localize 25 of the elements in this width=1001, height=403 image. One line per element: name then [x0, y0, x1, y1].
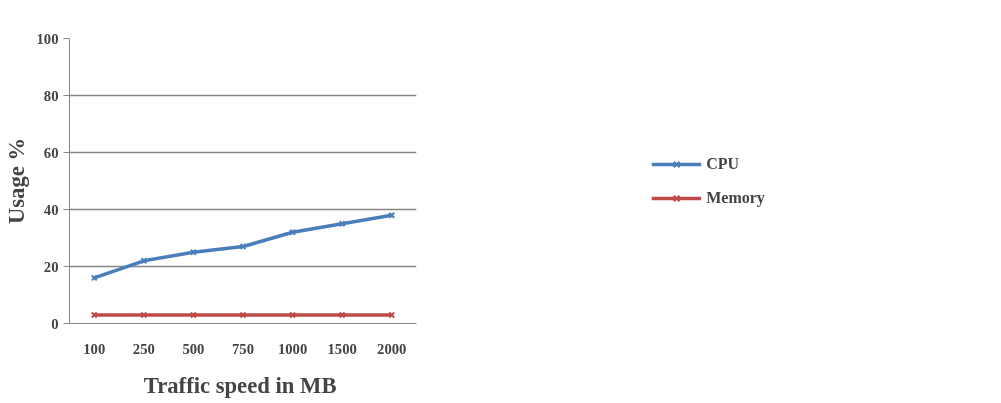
point — [90, 274, 98, 282]
x-tick-label: 250 — [132, 340, 155, 357]
x-tick-label: 750 — [232, 340, 254, 357]
x-axis-title: Traffic speed in MB — [143, 372, 337, 398]
point — [140, 257, 148, 265]
x-tick-label: 2000 — [377, 340, 407, 357]
y-tick-label: 80 — [43, 87, 59, 104]
x-tick-label: 500 — [182, 340, 205, 357]
point — [90, 311, 98, 319]
point — [388, 311, 396, 319]
y-axis-title: Usage % — [3, 137, 29, 225]
point — [338, 311, 346, 319]
point — [338, 220, 346, 228]
y-tick-label: 0 — [51, 315, 59, 332]
x-tick-label: 1000 — [277, 340, 308, 357]
legend-label: Memory — [706, 188, 765, 207]
point — [239, 311, 247, 319]
y-tick-label: 60 — [43, 144, 59, 161]
point — [140, 311, 148, 319]
y-tick-label: 20 — [43, 258, 59, 275]
y-tick-label: 100 — [36, 30, 59, 47]
legend-label: CPU — [706, 154, 740, 173]
x-tick-label: 1500 — [327, 340, 357, 357]
x-tick-label: 100 — [83, 340, 106, 357]
y-tick-label: 40 — [43, 201, 59, 218]
